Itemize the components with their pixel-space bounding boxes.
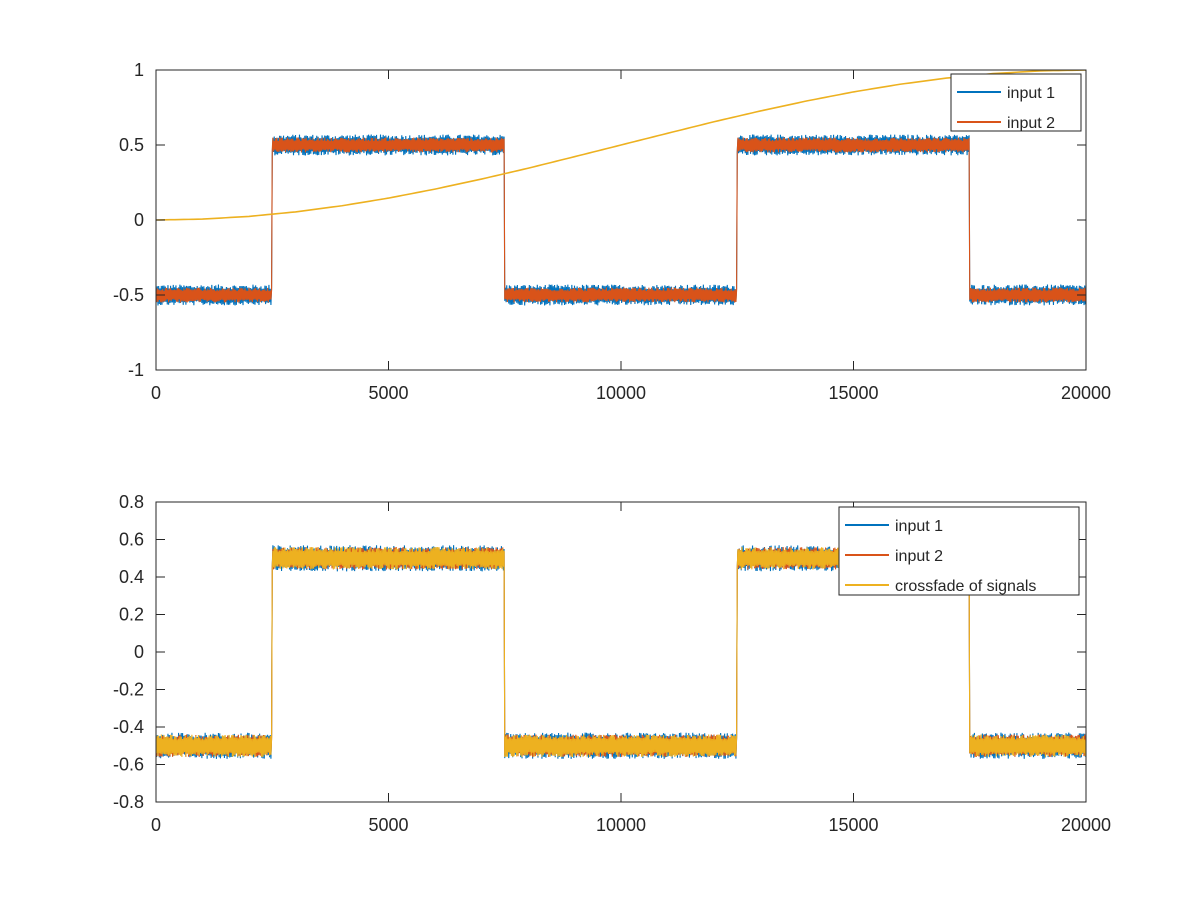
legend-label: input 2 bbox=[895, 548, 943, 565]
legend-label: input 1 bbox=[1007, 85, 1055, 102]
y-tick-label: 0 bbox=[134, 642, 144, 662]
plot-area bbox=[156, 70, 1086, 370]
x-tick-label: 15000 bbox=[828, 383, 878, 403]
x-tick-label: 5000 bbox=[368, 815, 408, 835]
x-tick-label: 10000 bbox=[596, 383, 646, 403]
y-tick-label: 0.8 bbox=[119, 492, 144, 512]
y-tick-label: 0.6 bbox=[119, 530, 144, 550]
legend: input 1 input 2 bbox=[950, 73, 1082, 132]
legend: input 1 input 2 crossfade of signals bbox=[838, 506, 1080, 596]
x-tick-label: 15000 bbox=[828, 815, 878, 835]
y-tick-label: -0.5 bbox=[113, 285, 144, 305]
x-tick-label: 0 bbox=[151, 383, 161, 403]
series-3-line bbox=[156, 70, 1086, 221]
y-tick-label: -1 bbox=[128, 360, 144, 380]
y-tick-label: 1 bbox=[134, 60, 144, 80]
x-tick-label: 5000 bbox=[368, 383, 408, 403]
y-tick-label: 0.4 bbox=[119, 567, 144, 587]
y-tick-label: -0.8 bbox=[113, 792, 144, 812]
legend-box bbox=[838, 506, 1080, 596]
legend-label: crossfade of signals bbox=[895, 578, 1036, 595]
y-tick-label: 0 bbox=[134, 210, 144, 230]
legend-label: input 2 bbox=[1007, 115, 1055, 132]
y-tick-label: 0.5 bbox=[119, 135, 144, 155]
data-layer bbox=[156, 70, 1086, 306]
x-tick-label: 20000 bbox=[1061, 383, 1111, 403]
y-tick-label: -0.6 bbox=[113, 755, 144, 775]
y-tick-label: -0.4 bbox=[113, 717, 144, 737]
x-tick-label: 0 bbox=[151, 815, 161, 835]
series-2-line bbox=[156, 137, 1086, 303]
x-tick-label: 20000 bbox=[1061, 815, 1111, 835]
y-tick-label: -0.2 bbox=[113, 680, 144, 700]
legend-label: input 1 bbox=[895, 518, 943, 535]
y-tick-label: 0.2 bbox=[119, 605, 144, 625]
x-tick-label: 10000 bbox=[596, 815, 646, 835]
subplot-2: 0 5000 10000 15000 20000 -0.8 -0.6 -0.4 -0.2 0 0.2… bbox=[113, 492, 1111, 835]
